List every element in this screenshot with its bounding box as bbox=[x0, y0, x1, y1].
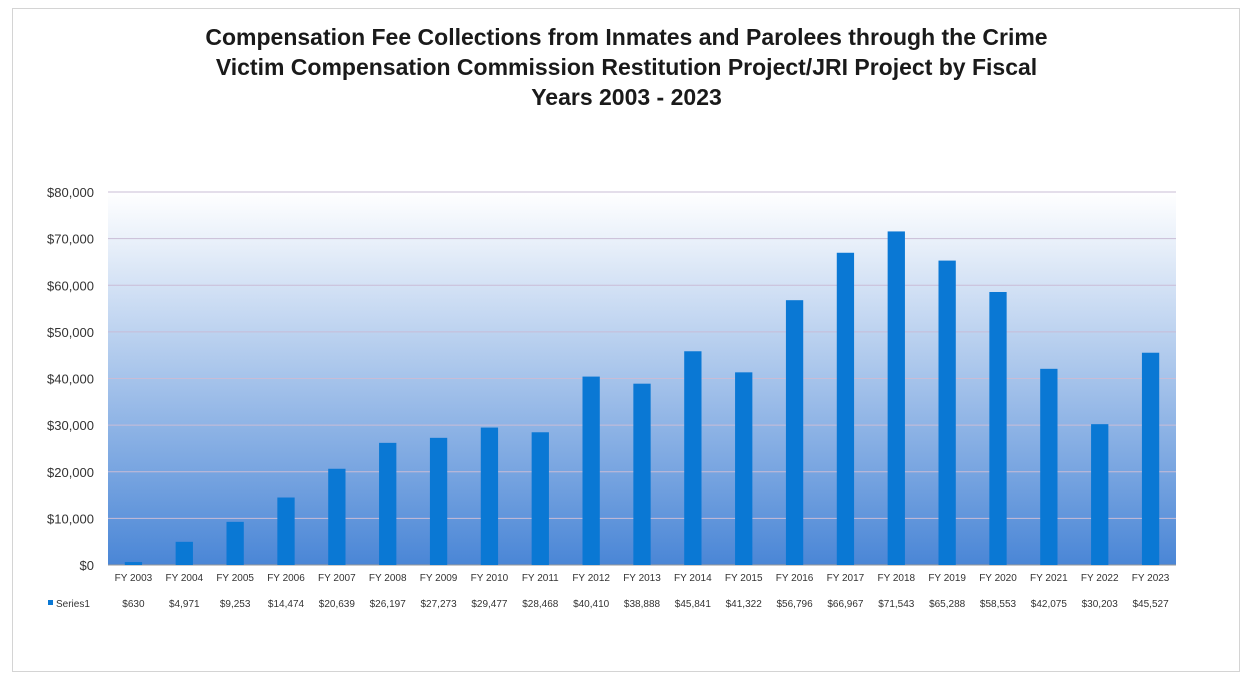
data-table-value: $45,527 bbox=[1132, 599, 1169, 610]
data-table-value: $40,410 bbox=[573, 599, 610, 610]
bar bbox=[226, 521, 244, 565]
x-tick-label: FY 2010 bbox=[471, 573, 509, 584]
x-tick-label: FY 2006 bbox=[267, 573, 305, 584]
x-tick-label: FY 2009 bbox=[420, 573, 458, 584]
bar bbox=[836, 252, 855, 565]
bar bbox=[1091, 424, 1109, 565]
data-table-value: $26,197 bbox=[370, 599, 407, 610]
x-tick-label: FY 2003 bbox=[115, 573, 153, 584]
x-tick-label: FY 2004 bbox=[165, 573, 203, 584]
data-table-value: $38,888 bbox=[624, 599, 661, 610]
data-table-value: $4,971 bbox=[169, 599, 200, 610]
data-table-value: $56,796 bbox=[776, 599, 813, 610]
bars bbox=[124, 231, 1160, 565]
bar bbox=[887, 231, 905, 565]
data-table-value: $71,543 bbox=[878, 599, 915, 610]
bar bbox=[124, 562, 143, 565]
data-table-value: $42,075 bbox=[1031, 599, 1068, 610]
data-table-value: $14,474 bbox=[268, 599, 305, 610]
bar bbox=[1141, 352, 1160, 565]
bar bbox=[633, 383, 651, 565]
data-table-value: $28,468 bbox=[522, 599, 559, 610]
x-tick-label: FY 2019 bbox=[928, 573, 966, 584]
y-tick-label: $60,000 bbox=[47, 278, 94, 293]
x-tick-label: FY 2012 bbox=[572, 573, 610, 584]
y-tick-label: $10,000 bbox=[47, 511, 94, 526]
data-table-value: $30,203 bbox=[1082, 599, 1119, 610]
bar bbox=[277, 497, 295, 565]
data-table-value: $29,477 bbox=[471, 599, 508, 610]
bar bbox=[328, 468, 346, 565]
data-table-value: $66,967 bbox=[827, 599, 864, 610]
bar bbox=[429, 437, 448, 565]
data-table-value: $9,253 bbox=[220, 599, 251, 610]
x-tick-label: FY 2013 bbox=[623, 573, 661, 584]
data-table-value: $630 bbox=[122, 599, 145, 610]
y-axis: $0 $10,000 $20,000 $30,000 $40,000 $50,000 $60… bbox=[47, 185, 94, 573]
chart-title-line-3: Years 2003 - 2023 bbox=[531, 84, 722, 110]
x-axis: FY 2003 FY 2004 FY 2005 FY 2006 FY 2007 FY 20… bbox=[115, 573, 1170, 584]
bar bbox=[1040, 368, 1058, 565]
bar bbox=[582, 376, 600, 565]
y-tick-label: $30,000 bbox=[47, 418, 94, 433]
y-tick-label: $0 bbox=[80, 558, 94, 573]
data-table: Series1 $630 $4,971 $9,253 $14,474 $20,639 $26… bbox=[48, 599, 1169, 610]
x-tick-label: FY 2022 bbox=[1081, 573, 1119, 584]
legend-key bbox=[48, 600, 53, 605]
x-tick-label: FY 2011 bbox=[522, 573, 559, 584]
x-tick-label: FY 2008 bbox=[369, 573, 407, 584]
bar bbox=[684, 351, 702, 565]
data-table-value: $41,322 bbox=[726, 599, 763, 610]
x-tick-label: FY 2021 bbox=[1030, 573, 1068, 584]
bar bbox=[531, 432, 549, 565]
data-table-value: $65,288 bbox=[929, 599, 966, 610]
x-tick-label: FY 2016 bbox=[776, 573, 814, 584]
chart-title-line-1: Compensation Fee Collections from Inmate… bbox=[205, 24, 1048, 50]
y-tick-label: $80,000 bbox=[47, 185, 94, 200]
x-tick-label: FY 2018 bbox=[877, 573, 915, 584]
bar bbox=[379, 442, 397, 565]
x-tick-label: FY 2023 bbox=[1132, 573, 1170, 584]
y-tick-label: $20,000 bbox=[47, 465, 94, 480]
legend-series-name: Series1 bbox=[56, 599, 90, 610]
data-table-value: $27,273 bbox=[420, 599, 457, 610]
chart-title-line-2: Victim Compensation Commission Restituti… bbox=[215, 54, 1038, 80]
chart-title: Compensation Fee Collections from Inmate… bbox=[0, 22, 1253, 112]
bar bbox=[989, 291, 1007, 565]
x-tick-label: FY 2014 bbox=[674, 573, 712, 584]
data-table-value: $58,553 bbox=[980, 599, 1017, 610]
bar bbox=[480, 427, 499, 565]
data-table-value: $45,841 bbox=[675, 599, 712, 610]
x-tick-label: FY 2005 bbox=[216, 573, 254, 584]
bar bbox=[938, 260, 956, 565]
x-tick-label: FY 2017 bbox=[827, 573, 865, 584]
bar bbox=[735, 372, 753, 565]
bar bbox=[175, 541, 193, 565]
x-tick-label: FY 2020 bbox=[979, 573, 1017, 584]
x-tick-label: FY 2007 bbox=[318, 573, 356, 584]
y-tick-label: $50,000 bbox=[47, 325, 94, 340]
bar bbox=[785, 300, 804, 565]
y-tick-label: $40,000 bbox=[47, 372, 94, 387]
data-table-value: $20,639 bbox=[319, 599, 356, 610]
y-tick-label: $70,000 bbox=[47, 232, 94, 247]
x-tick-label: FY 2015 bbox=[725, 573, 763, 584]
